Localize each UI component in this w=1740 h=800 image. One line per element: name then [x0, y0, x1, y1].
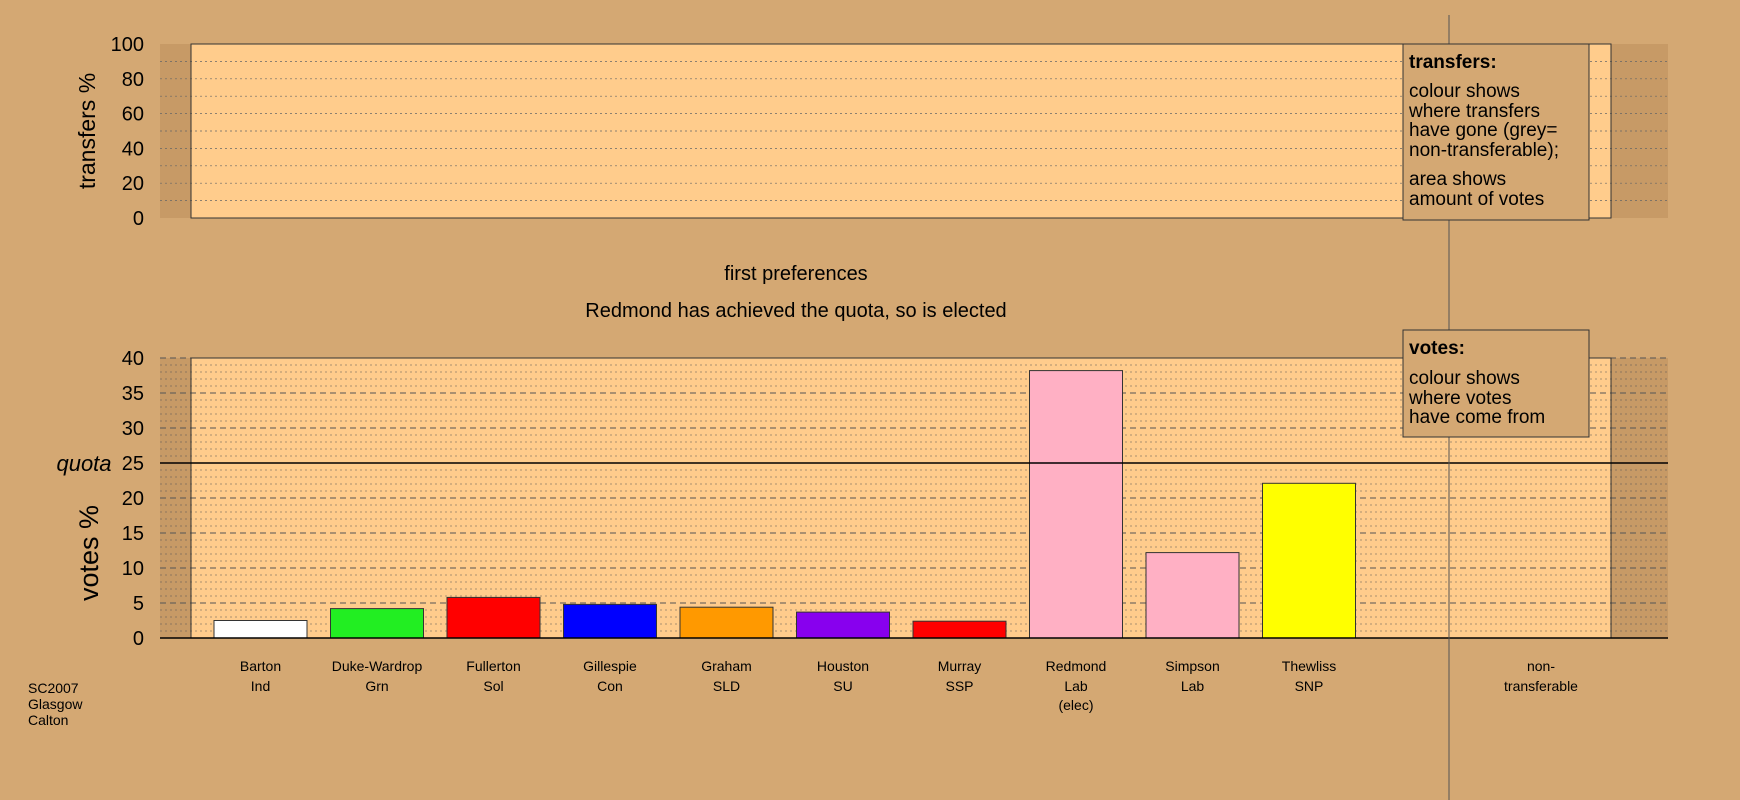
transfers-tick-label: 40	[122, 138, 144, 160]
candidate-name: Houston	[817, 658, 869, 674]
candidate-party: Grn	[365, 678, 388, 694]
votes-tick-label: 25	[122, 453, 144, 475]
votes-tick-label: 40	[122, 348, 144, 370]
transfers-tick-label: 60	[122, 104, 144, 126]
bar-duke-wardrop	[330, 608, 424, 639]
stage-subtitle: Redmond has achieved the quota, so is el…	[585, 300, 1006, 322]
candidate-name: Thewliss	[1282, 658, 1336, 674]
votes-legend-title: votes:	[1409, 338, 1465, 359]
candidate-party: Sol	[483, 678, 503, 694]
votes-panel: 0 5 10 15 20 25 30 35 40 quota votes % Barton Ind…	[56, 348, 1668, 713]
bar-redmond	[1029, 370, 1123, 639]
bar-simpson	[1145, 552, 1240, 639]
transfers-legend-line: have gone (grey=	[1409, 120, 1557, 141]
candidate-party: Lab	[1064, 678, 1088, 694]
transfers-y-axis-label: transfers %	[74, 73, 100, 189]
footer-line: Calton	[28, 712, 68, 728]
transfers-legend-line: colour shows	[1409, 81, 1520, 102]
bar-barton	[213, 620, 308, 639]
nontransferable-label-line1: non-	[1527, 658, 1555, 674]
transfers-tick-label: 20	[122, 173, 144, 195]
candidate-name: Fullerton	[466, 658, 520, 674]
candidate-party: SNP	[1295, 678, 1324, 694]
footer-line: SC2007	[28, 680, 79, 696]
candidate-name: Murray	[938, 658, 982, 674]
candidate-party: Lab	[1181, 678, 1205, 694]
votes-tick-label: 35	[122, 383, 144, 405]
candidate-party: SLD	[713, 678, 740, 694]
candidate-party: Con	[597, 678, 623, 694]
transfers-tick-label: 0	[133, 208, 144, 230]
transfers-legend-line: non-transferable);	[1409, 140, 1559, 161]
transfers-tick-label: 100	[111, 34, 144, 56]
votes-y-axis-label: votes %	[74, 505, 104, 601]
candidate-name: Duke-Wardrop	[332, 658, 423, 674]
votes-tick-label: 30	[122, 418, 144, 440]
quota-label: quota	[56, 451, 111, 476]
transfers-y-ticks: 0 20 40 60 80 100	[111, 34, 144, 230]
bar-gillespie	[563, 603, 657, 639]
votes-tick-label: 0	[133, 628, 144, 650]
transfers-plot-border	[190, 43, 1612, 219]
candidate-name: Barton	[240, 658, 281, 674]
candidate-name: Simpson	[1165, 658, 1219, 674]
transfers-legend-line: area shows	[1409, 169, 1506, 190]
bar-fullerton	[446, 596, 541, 639]
votes-tick-label: 20	[122, 488, 144, 510]
candidate-name: Redmond	[1046, 658, 1107, 674]
votes-legend: votes: colour shows where votes have com…	[1402, 329, 1590, 438]
candidate-name: Graham	[701, 658, 752, 674]
bars	[213, 370, 1356, 639]
stage-title: first preferences	[724, 263, 867, 285]
votes-legend-line: colour shows	[1409, 368, 1520, 389]
votes-tick-label: 15	[122, 523, 144, 545]
candidate-party: SSP	[945, 678, 973, 694]
bar-houston	[796, 611, 890, 639]
nontransferable-label-line2: transferable	[1504, 678, 1578, 694]
bar-thewliss	[1262, 482, 1356, 639]
votes-tick-label: 5	[133, 593, 144, 615]
bar-graham	[679, 606, 774, 639]
votes-legend-box	[1402, 329, 1590, 438]
footer: SC2007 Glasgow Calton	[28, 680, 83, 728]
candidate-labels: Barton Ind Duke-Wardrop Grn Fullerton Sol Gill…	[240, 658, 1336, 713]
votes-legend-line: where votes	[1408, 388, 1511, 409]
votes-legend-line: have come from	[1409, 407, 1545, 428]
transfers-legend-box	[1402, 43, 1590, 221]
votes-tick-label: 10	[122, 558, 144, 580]
transfers-tick-label: 80	[122, 69, 144, 91]
bar-murray	[912, 620, 1007, 639]
candidate-party: Ind	[251, 678, 270, 694]
candidate-note: (elec)	[1058, 697, 1093, 713]
transfers-legend: transfers: colour shows where transfers …	[1402, 43, 1590, 221]
transfers-legend-title: transfers:	[1409, 52, 1497, 73]
votes-y-ticks: 0 5 10 15 20 25 30 35 40	[122, 348, 144, 650]
candidate-name: Gillespie	[583, 658, 637, 674]
transfers-legend-line: where transfers	[1408, 101, 1540, 122]
transfers-legend-line: amount of votes	[1409, 189, 1544, 210]
footer-line: Glasgow	[28, 696, 83, 712]
candidate-party: SU	[833, 678, 852, 694]
